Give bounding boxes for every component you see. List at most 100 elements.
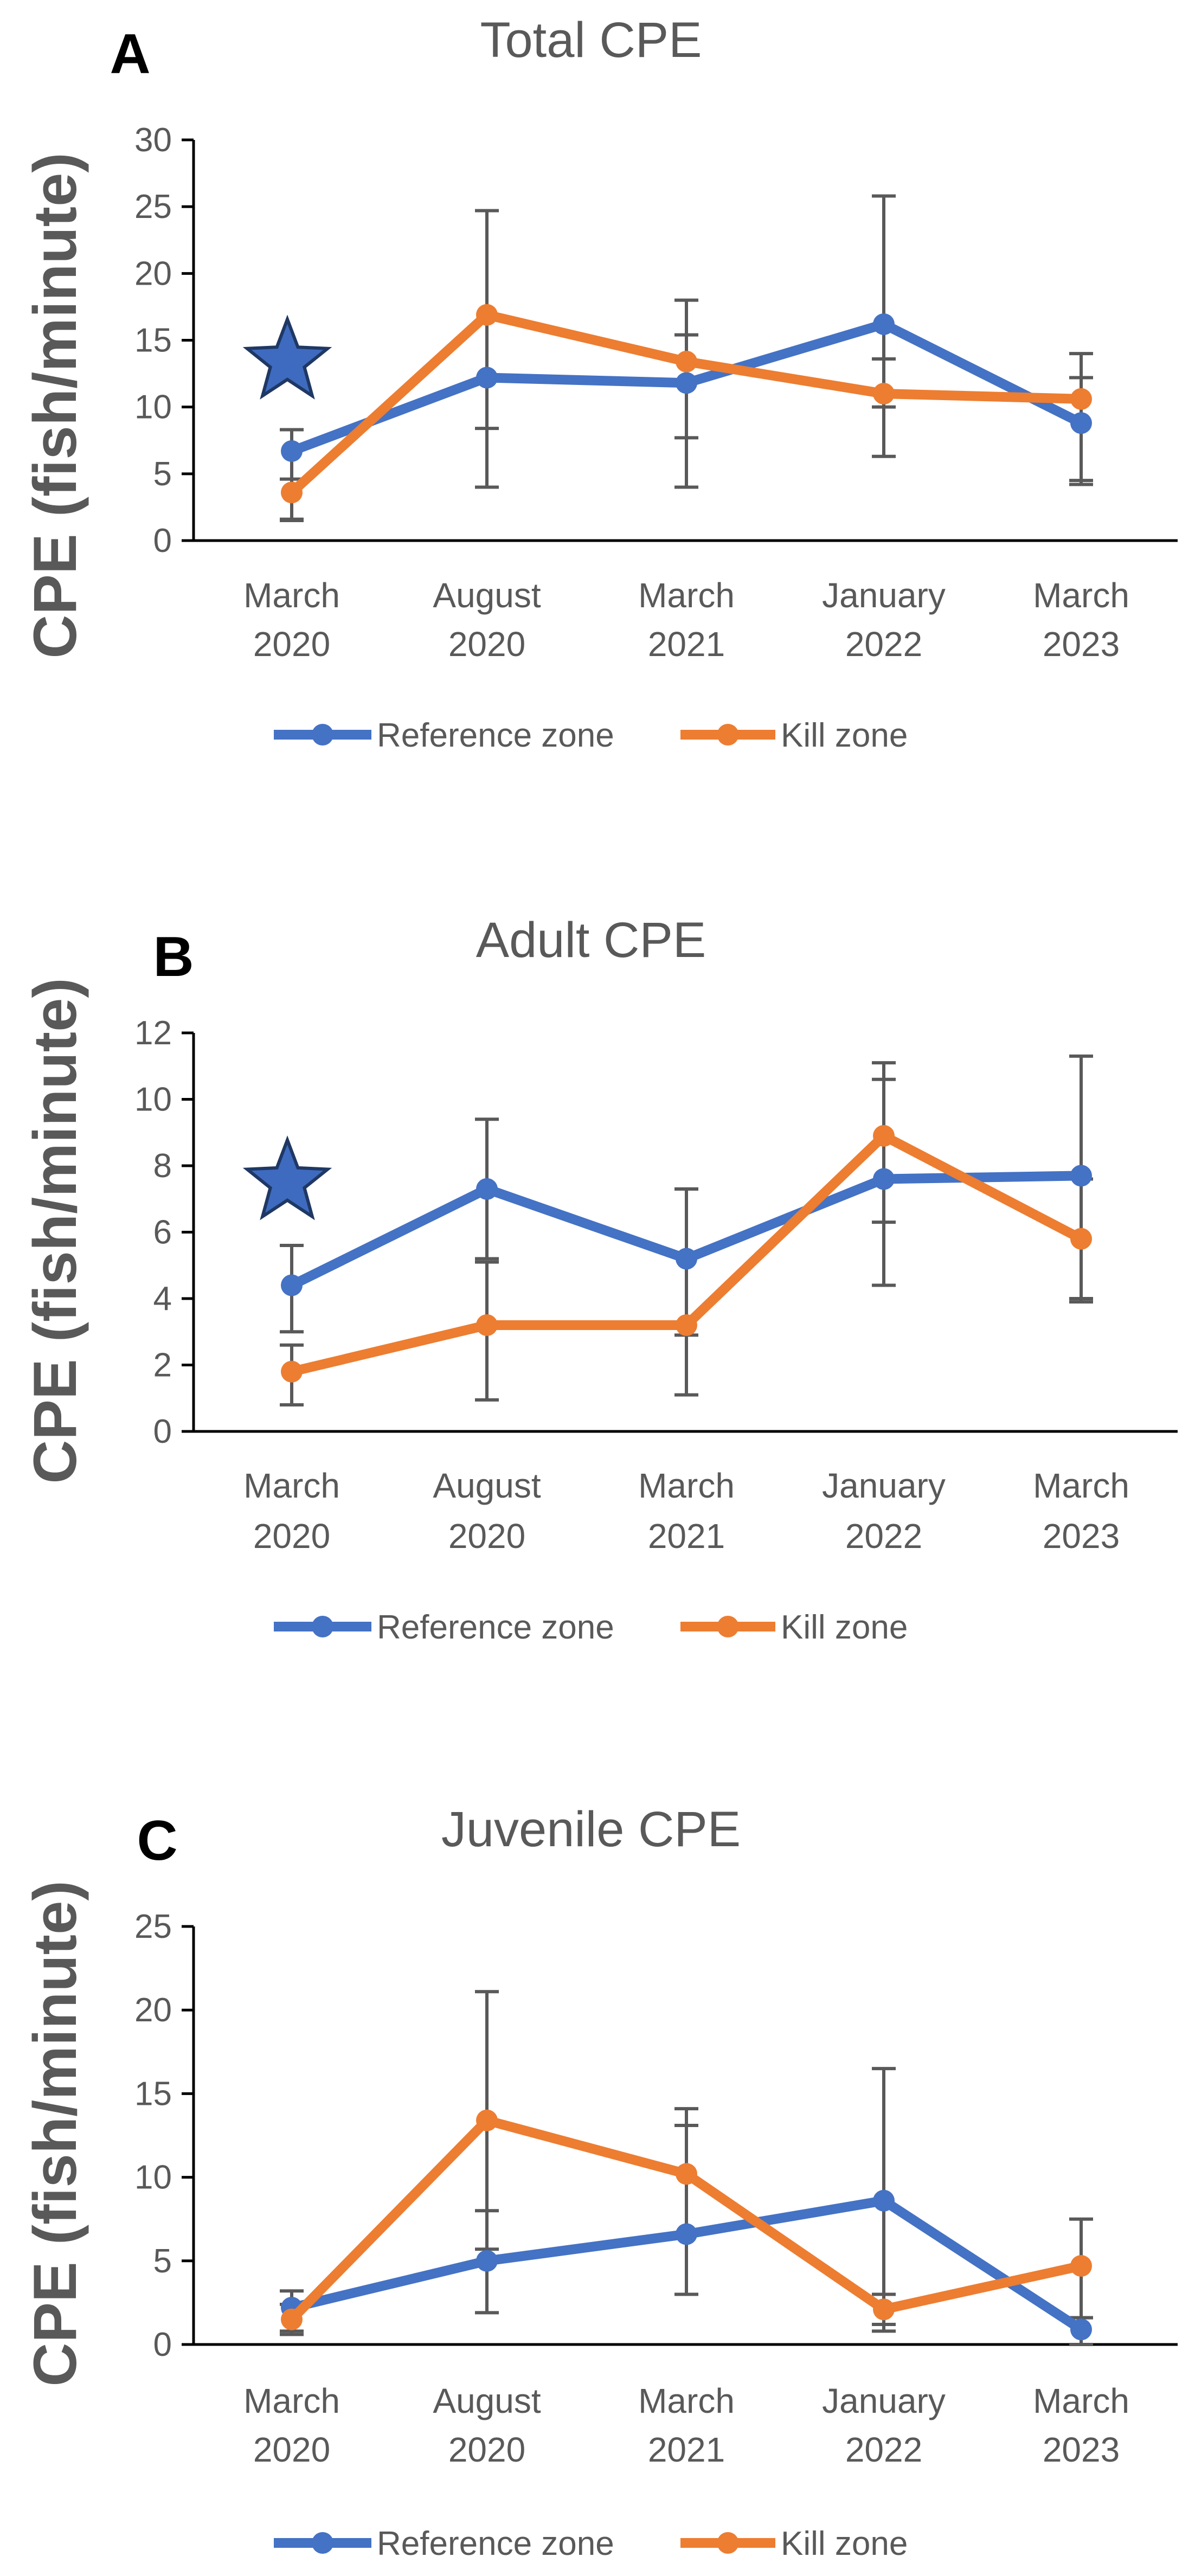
x-category-label-line2: 2023 [1043,1517,1120,1556]
x-category-label-line2: 2021 [648,1517,725,1556]
legend-label: Reference zone [377,1609,614,1646]
y-tick-label: 2 [153,1347,172,1384]
data-point-reference-zone [1070,2318,1092,2341]
x-category-label-line2: 2021 [648,2430,725,2469]
x-category-label-line1: August [433,576,541,615]
data-point-reference-zone [873,313,895,335]
chart-panel-a: A Total CPE CPE (fish/minute) 0 5 10 15 20 25 30 M… [21,12,1178,754]
y-tick-label: 5 [153,455,172,493]
y-tick-label: 20 [134,1992,172,2029]
x-category-label-line1: March [1033,2381,1129,2420]
x-category-label-line1: January [822,1466,946,1505]
x-category-label-line2: 2020 [448,1517,525,1556]
y-tick-label: 0 [153,2326,172,2363]
data-point-reference-zone [476,1178,498,1200]
y-tick-label: 10 [134,1081,172,1119]
legend: Reference zone Kill zone [274,2525,908,2562]
x-category-label-line1: March [243,2381,340,2420]
y-tick-label: 8 [153,1147,172,1185]
legend-label: Reference zone [377,717,614,754]
data-point-kill-zone [281,2308,303,2330]
data-point-reference-zone [873,2189,895,2212]
y-tick-label: 0 [153,1413,172,1450]
y-tick-label: 4 [153,1280,172,1318]
data-point-kill-zone [476,1314,498,1336]
data-point-reference-zone [676,372,697,394]
x-category-label-line2: 2022 [845,625,922,664]
legend-swatch-marker [717,724,739,746]
y-tick-label: 25 [134,188,172,226]
x-category-label-line1: March [638,2381,735,2420]
data-point-reference-zone [476,367,498,389]
data-point-reference-zone [1070,412,1092,434]
x-category-label-line1: March [1033,576,1129,615]
x-category-label-line2: 2021 [648,625,725,664]
legend: Reference zone Kill zone [274,1609,908,1646]
x-category-label-line2: 2020 [253,1517,330,1556]
y-axis-label: CPE (fish/minute) [21,1880,89,2386]
x-category-label-line2: 2020 [253,625,330,664]
data-point-kill-zone [476,2109,498,2131]
y-tick-label: 10 [134,389,172,426]
x-category-label-line2: 2022 [845,2430,922,2469]
legend-swatch-marker [717,1616,739,1637]
x-category-label-line2: 2023 [1043,625,1120,664]
data-point-kill-zone [676,2163,697,2185]
y-tick-label: 10 [134,2159,172,2196]
x-category-label-line2: 2022 [845,1517,922,1556]
x-category-label-line2: 2023 [1043,2430,1120,2469]
panel-label: B [153,926,194,988]
legend-swatch-marker [312,2532,333,2554]
data-point-kill-zone [281,481,303,504]
data-point-kill-zone [1070,1228,1092,1250]
significance-star-icon [242,314,332,400]
panel-label: A [110,23,150,86]
y-tick-label: 12 [134,1014,172,1052]
legend-label: Kill zone [781,717,908,754]
y-tick-label: 15 [134,322,172,359]
data-point-reference-zone [676,1248,697,1270]
chart-title: Juvenile CPE [441,1802,741,1857]
chart-title: Total CPE [480,12,702,68]
data-point-kill-zone [676,350,697,372]
y-tick-label: 30 [134,121,172,159]
y-axis-label: CPE (fish/minute) [21,152,89,658]
data-point-kill-zone [1070,2255,1092,2277]
legend-swatch-marker [717,2532,739,2554]
x-category-label-line2: 2020 [448,625,525,664]
y-axis-label: CPE (fish/minute) [21,978,89,1483]
data-point-kill-zone [873,1125,895,1147]
chart-panel-b: B Adult CPE CPE (fish/minute) 0 2 4 6 8 10 12 Marc… [21,913,1178,1646]
x-category-label-line1: January [822,576,946,615]
x-category-label-line1: March [243,1466,340,1505]
chart-title: Adult CPE [476,913,706,968]
data-point-kill-zone [873,2298,895,2321]
panel-label: C [137,1809,177,1872]
x-category-label-line1: January [822,2381,946,2420]
data-point-kill-zone [676,1314,697,1336]
x-category-label-line1: March [243,576,340,615]
data-point-kill-zone [476,304,498,326]
data-point-reference-zone [281,440,303,462]
x-category-label-line1: March [1033,1466,1129,1505]
data-point-reference-zone [476,2250,498,2272]
legend-label: Kill zone [781,1609,908,1646]
y-tick-label: 6 [153,1214,172,1251]
x-category-label-line2: 2020 [448,2430,525,2469]
y-tick-label: 0 [153,522,172,560]
x-category-label-line1: March [638,1466,735,1505]
data-point-kill-zone [1070,388,1092,410]
y-tick-label: 5 [153,2243,172,2280]
data-point-kill-zone [873,383,895,405]
data-point-kill-zone [281,1360,303,1383]
legend-swatch-marker [312,1616,333,1637]
legend: Reference zone Kill zone [274,717,908,754]
data-point-reference-zone [873,1168,895,1190]
data-point-reference-zone [676,2223,697,2245]
legend-label: Kill zone [781,2525,908,2562]
chart-panel-c: C Juvenile CPE CPE (fish/minute) 0 5 10 15 20 25… [21,1802,1178,2562]
y-tick-label: 25 [134,1908,172,1945]
data-point-reference-zone [281,1274,303,1296]
x-category-label-line2: 2020 [253,2430,330,2469]
